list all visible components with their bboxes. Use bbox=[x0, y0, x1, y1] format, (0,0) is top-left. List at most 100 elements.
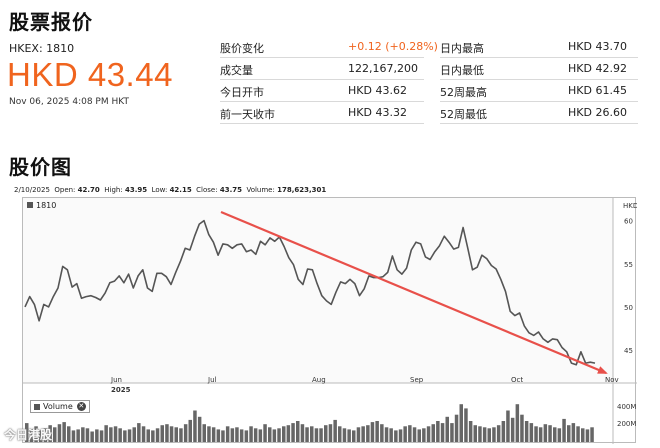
volume-bar bbox=[562, 418, 566, 442]
y-tick-group: 45 50 55 60 bbox=[624, 218, 633, 355]
volume-bar bbox=[174, 427, 178, 442]
volume-bar bbox=[478, 426, 482, 443]
price-chart-svg[interactable]: 1810 HKD 45 50 55 60 Jun Jul Aug Sep Oct Nov 202… bbox=[23, 198, 637, 444]
close-icon[interactable]: ✕ bbox=[76, 402, 86, 411]
volume-bar bbox=[454, 414, 459, 442]
ohlc-volume: 178,623,301 bbox=[277, 186, 327, 194]
volume-bar bbox=[286, 425, 291, 442]
volume-series bbox=[25, 404, 594, 443]
y-tick-label: 45 bbox=[624, 347, 633, 355]
volume-bar bbox=[99, 430, 104, 442]
stat-label: 今日开市 bbox=[220, 86, 264, 99]
volume-bar bbox=[398, 429, 403, 442]
volume-bar bbox=[263, 424, 267, 442]
volume-bar bbox=[155, 428, 160, 442]
volume-bar bbox=[506, 410, 510, 442]
volume-bar bbox=[459, 404, 463, 442]
stat-row-day-high: 日内最高 HKD 43.70 bbox=[440, 36, 638, 58]
ohlc-volume-label: Volume: bbox=[246, 186, 275, 194]
volume-tick-label: 400M bbox=[617, 403, 636, 411]
volume-bar bbox=[548, 425, 552, 442]
stat-label: 日内最高 bbox=[440, 42, 484, 55]
volume-bar bbox=[216, 429, 221, 442]
volume-bar bbox=[118, 428, 122, 442]
volume-bar bbox=[319, 428, 323, 442]
volume-bar bbox=[496, 425, 501, 442]
y-tick-label: 50 bbox=[624, 304, 633, 312]
volume-bar bbox=[235, 427, 239, 442]
stat-value-52w-high: HKD 61.45 bbox=[568, 84, 627, 97]
volume-bar bbox=[62, 422, 66, 442]
volume-bar bbox=[193, 410, 197, 442]
stat-label: 成交量 bbox=[220, 64, 253, 77]
volume-legend-label: Volume bbox=[43, 402, 73, 411]
volume-bar bbox=[179, 428, 183, 442]
volume-bar bbox=[567, 425, 571, 442]
volume-bar bbox=[571, 423, 576, 442]
ticker-symbol: HKEX: 1810 bbox=[9, 42, 75, 55]
volume-bar bbox=[576, 426, 580, 443]
volume-bar bbox=[48, 425, 52, 442]
stat-value-day-low: HKD 42.92 bbox=[568, 62, 627, 75]
volume-bar bbox=[151, 430, 155, 442]
volume-bar bbox=[585, 429, 590, 442]
volume-legend[interactable]: Volume ✕ bbox=[30, 400, 90, 413]
y-tick-label: 60 bbox=[624, 218, 633, 226]
volume-bar bbox=[249, 426, 253, 443]
ohlc-date: 2/10/2025 bbox=[14, 186, 50, 194]
stat-row-52w-high: 52周最高 HKD 61.45 bbox=[440, 80, 638, 102]
volume-bar bbox=[375, 421, 379, 442]
stat-row-prev-close: 前一天收市 HKD 43.32 bbox=[220, 102, 424, 124]
volume-bar bbox=[272, 429, 277, 442]
volume-bar bbox=[403, 426, 407, 443]
volume-bar bbox=[25, 423, 29, 442]
volume-bar bbox=[53, 427, 57, 442]
volume-bar bbox=[207, 426, 211, 443]
ohlc-low-label: Low: bbox=[151, 186, 168, 194]
volume-bar bbox=[277, 428, 281, 442]
stat-row-volume: 成交量 122,167,200 bbox=[220, 58, 424, 80]
volume-bar bbox=[422, 428, 426, 442]
series-label: 1810 bbox=[36, 201, 56, 210]
volume-bar bbox=[352, 430, 356, 442]
last-price: HKD 43.44 bbox=[7, 56, 173, 93]
volume-bar bbox=[450, 423, 454, 442]
volume-bar bbox=[57, 424, 62, 442]
stat-value-open: HKD 43.62 bbox=[348, 84, 407, 97]
volume-bar bbox=[328, 424, 333, 442]
quote-section-title: 股票报价 bbox=[9, 10, 93, 34]
plot-area bbox=[23, 198, 613, 383]
stat-row-52w-low: 52周最低 HKD 26.60 bbox=[440, 102, 638, 124]
stat-label: 52周最高 bbox=[440, 86, 487, 99]
stat-value-day-high: HKD 43.70 bbox=[568, 40, 627, 53]
stat-label: 52周最低 bbox=[440, 108, 487, 121]
volume-bar bbox=[473, 425, 477, 442]
volume-bar bbox=[197, 416, 202, 442]
price-line bbox=[24, 219, 596, 366]
series-swatch bbox=[27, 202, 33, 208]
ohlc-close: 43.75 bbox=[219, 186, 242, 194]
x-tick-label: Aug bbox=[312, 376, 326, 384]
volume-bar bbox=[188, 419, 192, 442]
volume-bar bbox=[557, 428, 562, 442]
price-chart[interactable]: 1810 HKD 45 50 55 60 Jun Jul Aug Sep Oct Nov 202… bbox=[22, 197, 637, 444]
volume-bar bbox=[282, 426, 286, 443]
price-series bbox=[24, 219, 596, 366]
volume-bar bbox=[123, 430, 127, 442]
volume-tick-label: 200M bbox=[617, 420, 636, 428]
volume-bar bbox=[464, 408, 468, 442]
y-tick-label: 55 bbox=[624, 261, 633, 269]
volume-bar bbox=[85, 428, 90, 442]
volume-bar bbox=[202, 424, 206, 442]
volume-bar bbox=[146, 429, 150, 442]
x-tick-label: Jun bbox=[110, 376, 122, 384]
volume-bar bbox=[520, 414, 524, 442]
volume-bar bbox=[239, 429, 244, 442]
volume-bar bbox=[366, 425, 370, 442]
volume-bar bbox=[590, 427, 594, 442]
volume-bar bbox=[436, 421, 440, 442]
volume-bar bbox=[347, 429, 351, 442]
volume-bar bbox=[132, 427, 136, 442]
volume-bar bbox=[95, 429, 99, 442]
ohlc-high-label: High: bbox=[104, 186, 123, 194]
